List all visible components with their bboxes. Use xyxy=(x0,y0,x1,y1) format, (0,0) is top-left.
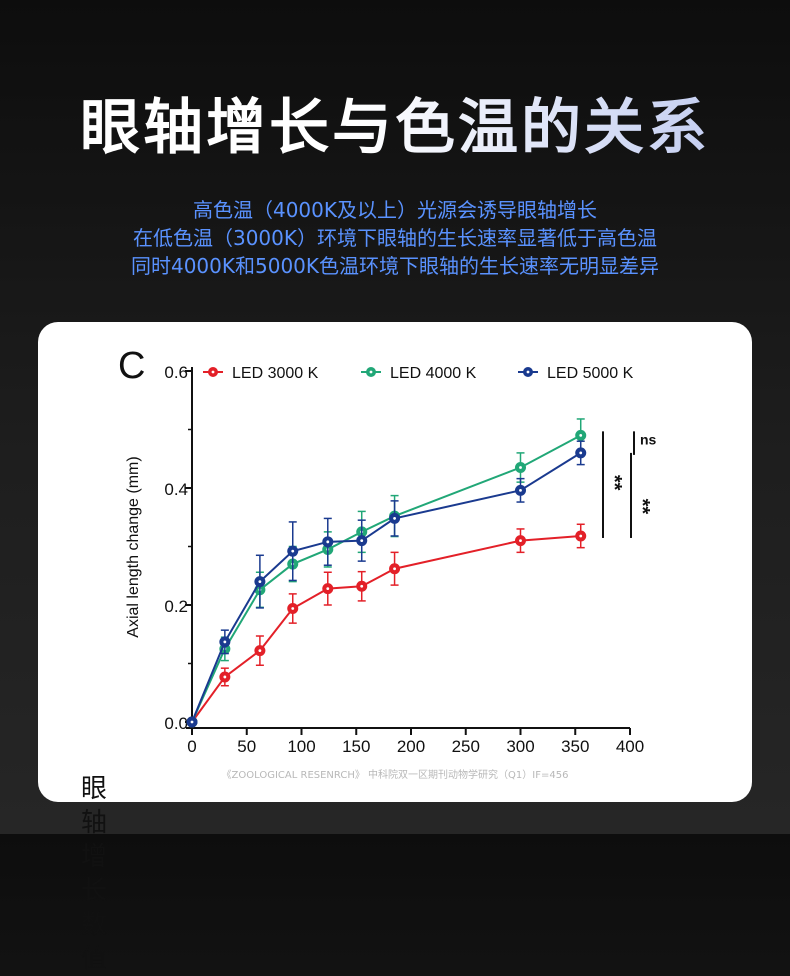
legend-marker-center xyxy=(369,370,373,374)
subtitle-line-2: 在低色温（3000K）环境下眼轴的生长速率显著低于高色温 xyxy=(132,226,657,250)
chart-card: C 0.0 0.2 0.4 0.6 0 50 100 150 200 250 300 350 400 Axi… xyxy=(38,322,752,974)
legend-label: LED 3000 K xyxy=(232,365,319,382)
sig-label-ns: ns xyxy=(640,431,657,447)
data-point-center xyxy=(326,540,330,544)
x-tick-label: 200 xyxy=(397,737,425,756)
data-point-center xyxy=(360,539,364,543)
chart-svg: C 0.0 0.2 0.4 0.6 0 50 100 150 200 250 300 350 400 Axi… xyxy=(118,345,657,756)
x-tick-label: 300 xyxy=(506,737,534,756)
y-axis-label: Axial length change (mm) xyxy=(125,456,142,637)
subtitle-line-1: 高色温（4000K及以上）光源会诱导眼轴增长 xyxy=(192,198,597,222)
sig-label-1: ** xyxy=(603,475,625,491)
source-note: 《ZOOLOGICAL RESENRCH》 中科院双一区期刊动物学研究（Q1）I… xyxy=(221,770,569,781)
legend-label: LED 4000 K xyxy=(390,365,477,382)
data-point-center xyxy=(393,567,396,571)
side-label: 眼轴增长数值 xyxy=(80,774,107,974)
data-point-center xyxy=(291,549,295,553)
page-title: 眼轴增长与色温的关系 xyxy=(0,88,790,168)
data-point-center xyxy=(519,488,522,492)
data-point-center xyxy=(519,466,522,469)
data-point-center xyxy=(291,607,295,610)
data-point-center xyxy=(393,517,396,520)
y-tick-label: 0.6 xyxy=(164,363,188,382)
data-point-center xyxy=(360,584,364,588)
data-point-center xyxy=(223,640,227,644)
panel-letter: C xyxy=(118,345,145,387)
subtitle-line-3: 同时4000K和5000K色温环境下眼轴的生长速率无明显差异 xyxy=(130,254,660,278)
data-point-center xyxy=(519,539,522,543)
data-point-center xyxy=(579,451,583,455)
data-point-center xyxy=(579,433,583,437)
x-tick-label: 0 xyxy=(187,737,196,756)
legend-marker-center xyxy=(211,370,215,374)
sig-label-2: ** xyxy=(631,499,653,515)
subtitle: 高色温（4000K及以上）光源会诱导眼轴增长 在低色温（3000K）环境下眼轴的… xyxy=(0,196,790,280)
x-tick-label: 150 xyxy=(342,737,370,756)
legend-marker-center xyxy=(526,370,530,374)
y-tick-label: 0.0 xyxy=(164,714,188,733)
data-point-center xyxy=(326,587,330,591)
data-point-center xyxy=(258,649,262,653)
y-tick-label: 0.2 xyxy=(164,597,188,616)
x-tick-label: 50 xyxy=(237,737,256,756)
x-tick-label: 100 xyxy=(287,737,315,756)
data-point-center xyxy=(579,534,583,538)
data-point-center xyxy=(223,675,227,679)
data-point-center xyxy=(190,720,194,724)
x-tick-label: 400 xyxy=(616,737,644,756)
x-tick-label: 250 xyxy=(452,737,480,756)
y-tick-label: 0.4 xyxy=(164,480,188,499)
series-line-1 xyxy=(191,534,581,723)
data-point-center xyxy=(258,580,262,583)
legend-label: LED 5000 K xyxy=(547,365,634,382)
x-tick-label: 350 xyxy=(561,737,589,756)
